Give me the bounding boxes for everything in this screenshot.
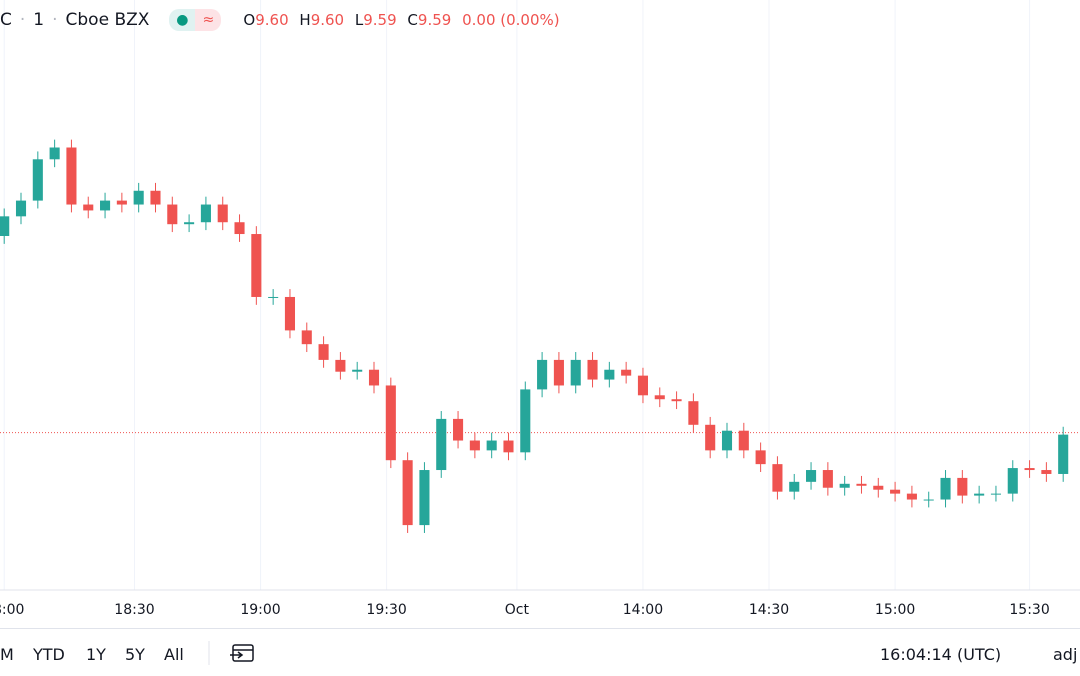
- candle-body: [822, 470, 833, 488]
- status-pill[interactable]: ● ≈: [169, 9, 222, 31]
- symbol-header: C · 1 · Cboe BZX ● ≈ O9.60 H9.60 L9.59 C9…: [0, 9, 560, 31]
- ohlc-value: 9.59: [363, 11, 397, 29]
- candle-body: [587, 359, 598, 380]
- x-tick-label: 18:30: [114, 602, 154, 618]
- candle-body: [167, 204, 178, 225]
- candle-body: [486, 440, 497, 451]
- x-tick-label: 14:00: [623, 602, 663, 618]
- range-button[interactable]: 5Y: [125, 645, 145, 664]
- x-tick-label: 19:00: [240, 602, 280, 618]
- clock: 16:04:14 (UTC): [880, 645, 1002, 664]
- ohlc-label: L: [354, 11, 364, 29]
- candle-body: [940, 477, 951, 500]
- candle-body: [419, 470, 430, 526]
- candle-body: [520, 389, 531, 453]
- candle-body: [1058, 434, 1069, 474]
- candle-body: [352, 369, 363, 372]
- x-tick-label: Oct: [505, 602, 530, 618]
- candle-body: [789, 481, 800, 492]
- candle-body: [184, 222, 195, 225]
- x-tick-label: 15:00: [875, 602, 915, 618]
- x-tick-label: 18:00: [0, 602, 24, 618]
- candle-body: [436, 418, 447, 471]
- candle-body: [32, 159, 43, 201]
- ohlc-label: O: [243, 11, 256, 29]
- adjust-toggle[interactable]: adj: [1053, 645, 1078, 664]
- candle-body: [335, 359, 346, 372]
- candle-body: [268, 296, 279, 298]
- candle-body: [150, 190, 161, 205]
- candle-body: [671, 399, 682, 402]
- x-tick-label: 19:30: [366, 602, 406, 618]
- candle-body: [15, 200, 27, 217]
- candle-body: [116, 200, 127, 205]
- candle-body: [100, 200, 111, 211]
- x-tick-label: 14:30: [749, 602, 789, 618]
- candle-body: [503, 440, 514, 453]
- candle-body: [637, 375, 648, 396]
- candle-body: [385, 385, 396, 461]
- candle-body: [738, 430, 749, 451]
- candle-body: [66, 147, 77, 205]
- candle-body: [537, 359, 548, 390]
- candle-body: [217, 204, 228, 223]
- candle-body: [49, 147, 60, 160]
- candle-body: [318, 344, 329, 360]
- candle-body: [453, 418, 464, 441]
- candle-body: [721, 430, 733, 451]
- ohlc-legend: O9.60 H9.60 L9.59 C9.59 0.00 (0.00%): [243, 11, 559, 29]
- candle-body: [234, 222, 245, 235]
- candle-body: [1007, 468, 1018, 494]
- bottom-toolbar: M YTD 1Y 5Y All 16:04:14 (UTC) adj: [0, 628, 1080, 676]
- candle-body: [200, 204, 211, 223]
- symbol: C: [0, 10, 12, 30]
- price-chart: 18:00 18:30 19:00 19:30 Oct 14:00 14:30 15:00 15…: [0, 0, 1080, 618]
- candle-body: [570, 359, 581, 386]
- candle-body: [0, 216, 10, 236]
- candle-body: [990, 493, 1001, 495]
- candle-body: [83, 204, 94, 211]
- candle-body: [873, 485, 884, 490]
- candle-body: [1041, 470, 1052, 474]
- candle-body: [368, 369, 380, 386]
- candle-body: [705, 424, 716, 451]
- ohlc-value: 9.59: [417, 11, 452, 29]
- candle-body: [974, 493, 985, 496]
- ohlc-label: H: [299, 11, 311, 29]
- candle-body: [806, 470, 817, 482]
- interval[interactable]: 1: [33, 10, 45, 30]
- candle-body: [906, 493, 917, 500]
- ohlc-label: C: [407, 11, 418, 29]
- range-button[interactable]: All: [164, 645, 184, 664]
- candle-body: [1024, 468, 1035, 471]
- x-tick-label: 15:30: [1009, 602, 1049, 618]
- candle-body: [755, 450, 766, 465]
- range-button[interactable]: M: [0, 645, 14, 664]
- range-button[interactable]: 1Y: [86, 645, 106, 664]
- candle-body: [856, 483, 867, 486]
- ohlc-value: 9.60: [310, 11, 345, 29]
- candle-body: [251, 234, 262, 297]
- candle-body: [553, 359, 564, 386]
- candle-body: [469, 440, 480, 451]
- candle-body: [957, 477, 968, 496]
- candle-body: [621, 369, 632, 376]
- candle-body: [402, 460, 413, 526]
- date-range-icon[interactable]: [208, 639, 258, 667]
- candle-body: [604, 369, 615, 380]
- change: 0.00 (0.00%): [462, 11, 560, 29]
- ohlc-value: 9.60: [255, 11, 289, 29]
- range-button[interactable]: YTD: [33, 645, 65, 664]
- candle-body: [923, 499, 934, 501]
- candle-body: [890, 489, 901, 494]
- candle-body: [839, 483, 850, 488]
- candle-body: [301, 330, 312, 345]
- candle-body: [772, 464, 783, 492]
- candle-body: [284, 296, 296, 331]
- candle-body: [654, 395, 665, 400]
- exchange: Cboe BZX: [65, 10, 150, 30]
- candle-body: [133, 190, 144, 205]
- candle-body: [688, 401, 699, 425]
